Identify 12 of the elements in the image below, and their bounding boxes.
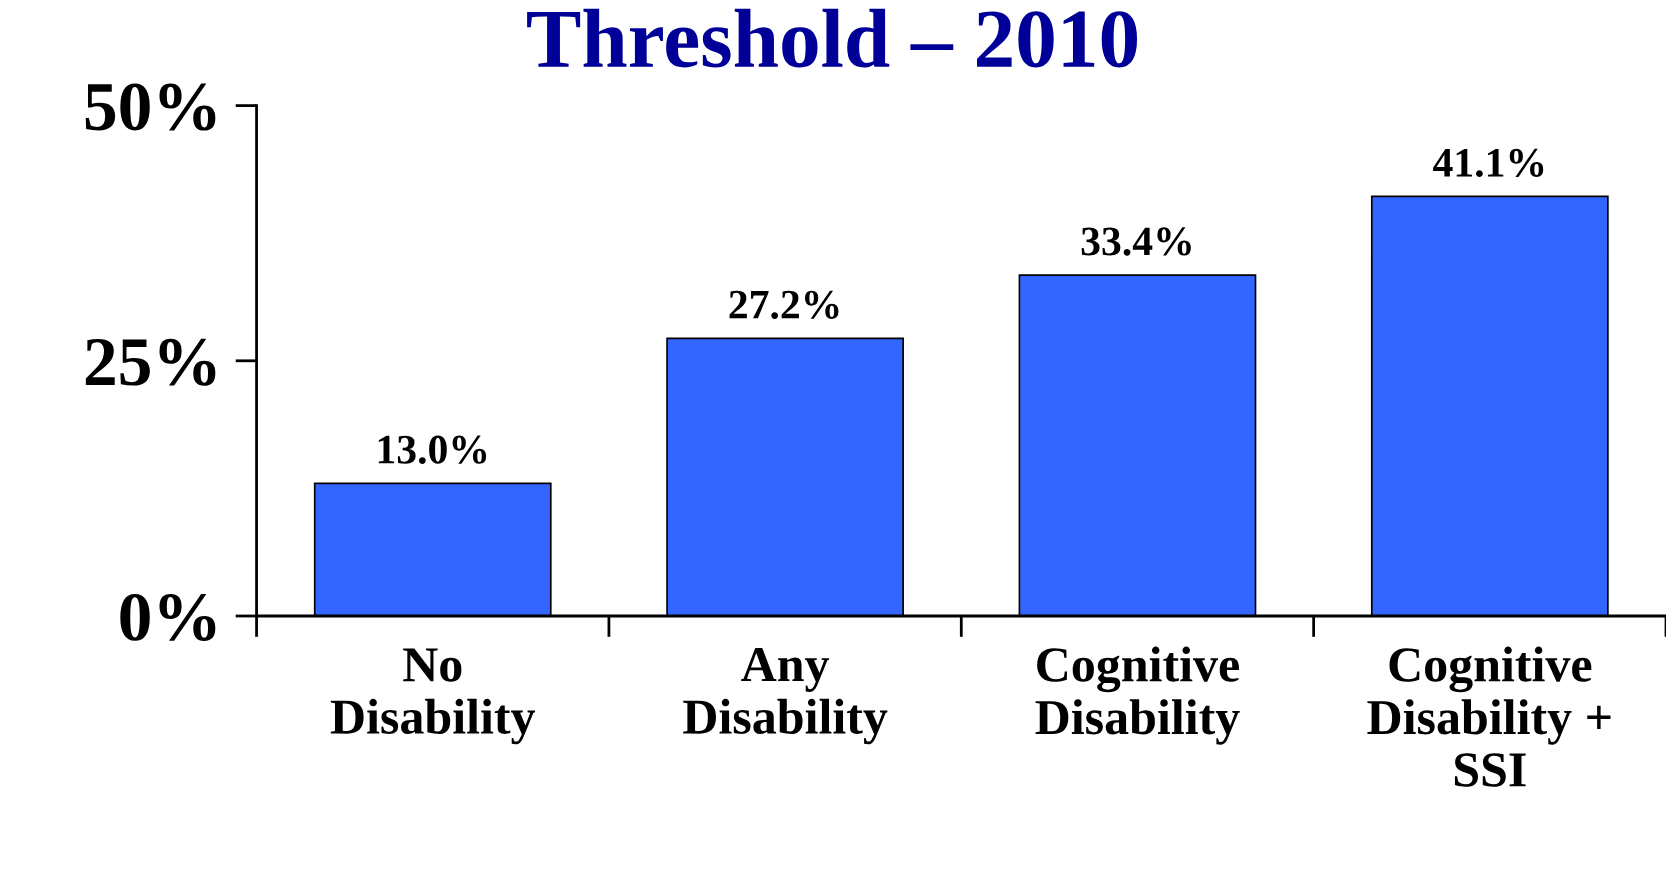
y-tick-label: 25% [85,338,216,386]
chart-title: Threshold – 2010 [527,8,1138,68]
y-tick-label: 0% [120,593,216,642]
data-label: 41.1% [1433,148,1544,178]
y-tick-label: 50% [85,83,216,131]
data-label: 13.0% [378,435,487,464]
x-tick-label: Any Disability [683,648,888,745]
data-label: 27.2% [729,290,839,319]
data-label: 33.4% [1081,227,1191,256]
x-tick-label: Cognitive Disability + SSI [1367,646,1611,787]
x-tick-label: Cognitive Disability [1035,646,1240,745]
x-tick-label: No Disability [330,648,536,745]
